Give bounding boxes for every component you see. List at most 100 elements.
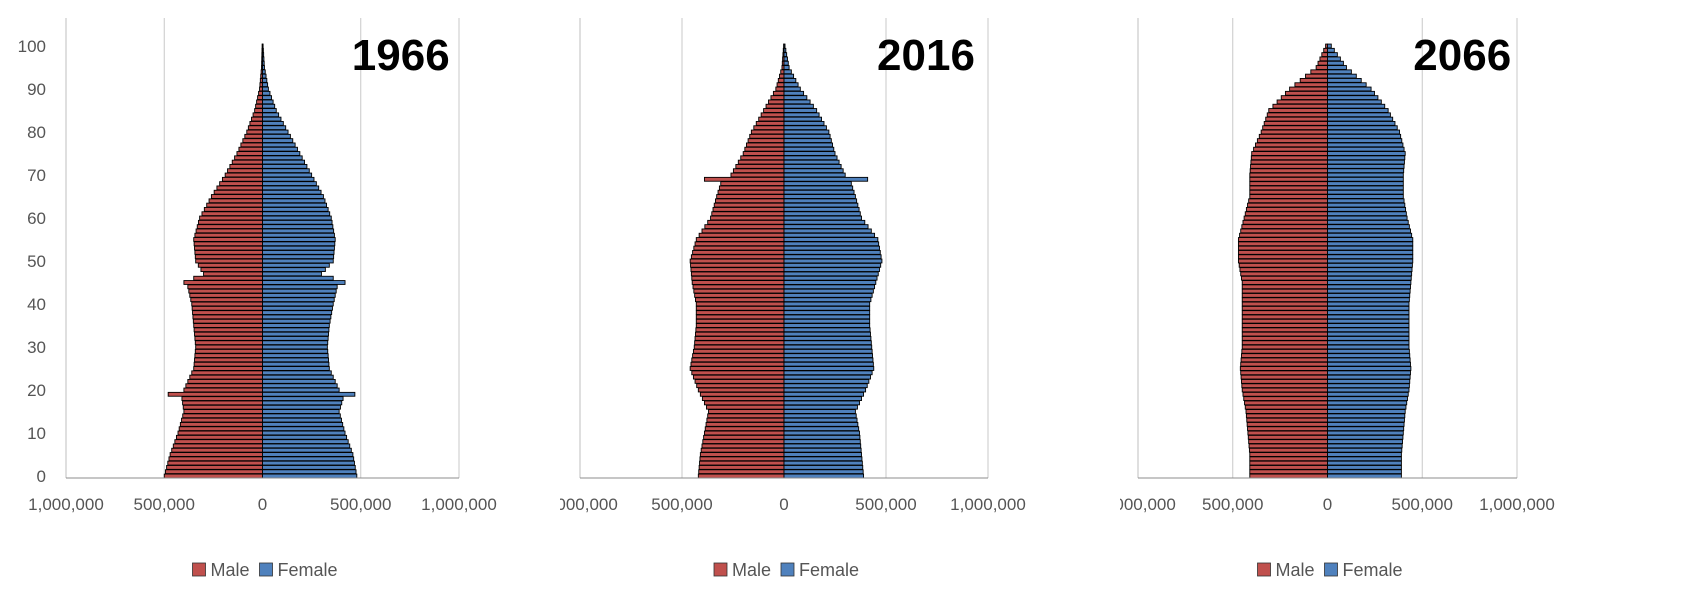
y-tick-label: 0 — [37, 467, 46, 486]
male-bar-age-66 — [213, 189, 263, 195]
female-bar-age-85 — [783, 108, 818, 113]
female-bar-age-37 — [783, 314, 871, 320]
female-bar-age-79 — [783, 133, 831, 139]
male-bar-age-77 — [240, 142, 263, 148]
male-bar-age-23 — [692, 374, 785, 380]
female-bar-age-1 — [1327, 469, 1402, 475]
female-bar-age-98 — [262, 52, 265, 57]
male-bar-age-36 — [695, 318, 785, 324]
female-bar-age-41 — [783, 297, 872, 303]
female-bar-age-48 — [783, 267, 880, 272]
female-bar-age-85 — [262, 108, 277, 113]
y-tick-label: 100 — [18, 37, 46, 56]
male-bar-age-44 — [692, 284, 785, 290]
male-bar-age-17 — [182, 400, 263, 406]
female-bar-age-49 — [783, 262, 882, 268]
female-bar-age-92 — [262, 78, 268, 83]
male-bar-age-18 — [181, 396, 263, 401]
male-bar-age-58 — [1241, 224, 1328, 229]
male-bar-age-90 — [775, 86, 785, 92]
male-bar-age-78 — [242, 138, 263, 143]
female-bar-age-8 — [1327, 439, 1403, 444]
female-bar-age-11 — [1327, 426, 1405, 432]
male-bar-age-9 — [703, 434, 785, 440]
female-bar-age-1 — [783, 469, 864, 475]
male-bar-age-33 — [194, 331, 263, 337]
female-bar-age-61 — [262, 211, 331, 217]
female-bar-age-14 — [1327, 413, 1406, 419]
male-bar-age-24 — [1240, 370, 1328, 376]
female-bar-age-76 — [1327, 146, 1405, 152]
y-tick-label: 20 — [27, 381, 46, 400]
chart-title-year: 2066 — [1413, 31, 1511, 80]
female-bar-age-89 — [1327, 90, 1375, 96]
female-bar-age-80 — [1327, 129, 1400, 135]
female-bar-age-39 — [262, 305, 333, 311]
female-bar-age-28 — [1327, 353, 1411, 358]
female-bar-age-87 — [262, 99, 274, 105]
female-bar-age-10 — [262, 430, 346, 436]
male-bar-age-92 — [1299, 78, 1328, 83]
legend-swatch-male — [713, 562, 728, 577]
male-bar-age-71 — [1249, 168, 1328, 174]
female-bar-age-53 — [1327, 245, 1414, 251]
male-bar-age-60 — [199, 215, 263, 221]
female-bar-age-76 — [262, 146, 298, 152]
female-bar-age-95 — [783, 65, 790, 70]
male-bar-age-71 — [227, 168, 263, 174]
male-bar-age-56 — [698, 232, 785, 238]
male-bar-age-1 — [1249, 469, 1328, 475]
female-bar-age-71 — [262, 168, 310, 174]
male-bar-age-47 — [690, 271, 785, 277]
female-bar-age-26 — [1327, 361, 1411, 367]
female-bar-age-57 — [783, 228, 872, 234]
female-bar-age-2 — [262, 465, 356, 470]
female-bar-age-70 — [1327, 172, 1404, 178]
female-bar-age-1 — [262, 469, 357, 475]
male-bar-age-83 — [251, 116, 263, 122]
female-bar-age-58 — [1327, 224, 1410, 229]
female-bar-age-47 — [262, 271, 322, 277]
female-bar-age-65 — [262, 194, 324, 199]
male-bar-age-75 — [742, 151, 785, 156]
female-bar-age-41 — [262, 297, 335, 303]
male-bar-age-4 — [1249, 456, 1328, 462]
female-bar-age-34 — [1327, 327, 1410, 333]
female-bar-age-86 — [783, 103, 814, 109]
legend: Male Female — [1257, 560, 1403, 580]
female-bar-age-6 — [783, 447, 862, 453]
female-bar-age-25 — [262, 366, 330, 371]
female-bar-age-84 — [262, 112, 280, 118]
male-bar-age-86 — [1272, 103, 1328, 109]
female-bar-age-82 — [262, 121, 284, 126]
x-tick-label: 1,000,000 — [1120, 495, 1176, 514]
male-bar-age-33 — [695, 331, 785, 337]
x-tick-labels: 1,000,000 500,000 0 500,000 1,000,000 — [542, 495, 1026, 514]
male-bar-age-42 — [189, 293, 263, 298]
female-bar-age-82 — [1327, 121, 1396, 126]
female-bar-age-16 — [783, 404, 858, 410]
female-bar-age-40 — [262, 301, 334, 307]
male-bar-age-8 — [702, 439, 785, 444]
male-bar-age-65 — [210, 194, 263, 199]
male-bar-age-94 — [780, 69, 785, 75]
male-bar-age-76 — [1253, 146, 1328, 152]
female-bar-age-72 — [1327, 164, 1405, 169]
female-bar-age-100 — [262, 43, 264, 49]
male-bar-age-62 — [1245, 207, 1328, 212]
bars — [163, 43, 358, 479]
female-bar-age-43 — [783, 288, 874, 294]
female-bar-age-63 — [262, 202, 328, 208]
female-bar-age-32 — [1327, 336, 1410, 341]
female-bar-age-61 — [1327, 211, 1407, 217]
male-bar-age-57 — [195, 228, 263, 234]
male-bar-age-57 — [1240, 228, 1328, 234]
male-bar-age-74 — [740, 155, 785, 161]
male-bar-age-82 — [249, 121, 263, 126]
female-bar-age-55 — [783, 237, 879, 242]
x-tick-label: 1,000,000 — [28, 495, 104, 514]
female-bar-age-95 — [262, 65, 265, 70]
female-bar-age-45 — [1327, 280, 1412, 285]
male-bar-age-31 — [194, 340, 263, 346]
female-bar-age-32 — [262, 336, 329, 341]
